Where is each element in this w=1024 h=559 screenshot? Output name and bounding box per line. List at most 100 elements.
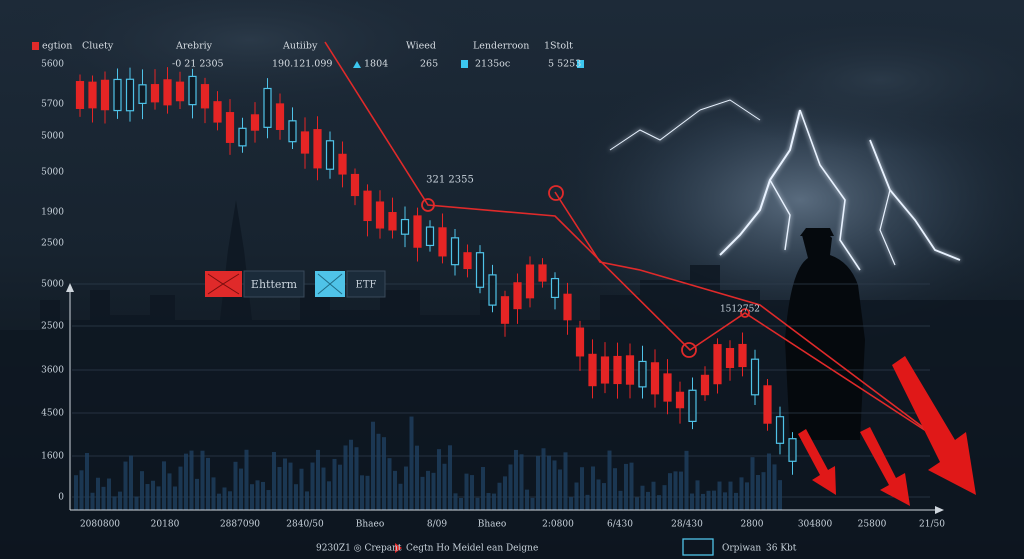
volume-bar: [536, 455, 540, 510]
header-value: 1804: [364, 59, 388, 70]
volume-bar: [690, 493, 694, 510]
volume-bar: [305, 491, 309, 510]
volume-bar: [541, 448, 546, 510]
x-label: Bhaeo: [478, 520, 507, 530]
volume-bar: [261, 481, 265, 510]
volume-bar: [167, 473, 172, 510]
x-label: 2:0800: [542, 520, 574, 530]
volume-bar: [453, 493, 458, 510]
volume-bar: [481, 467, 485, 510]
candle-body: [600, 356, 610, 384]
volume-bar: [299, 468, 304, 510]
volume-bar: [343, 445, 348, 510]
volume-bar: [294, 484, 298, 510]
volume-bar: [503, 476, 507, 510]
volume-bar: [283, 458, 287, 510]
x-label: 21/50: [919, 520, 945, 530]
volume-bar: [222, 487, 227, 510]
tab-icon-lines: [317, 273, 343, 295]
candle-body: [638, 360, 647, 388]
x-axis-arrow: [935, 506, 944, 514]
volume-bar: [382, 437, 386, 510]
volume-bar: [475, 497, 480, 510]
volume-bar: [497, 482, 502, 510]
candle-body: [313, 129, 322, 169]
legend-swatch: [32, 42, 39, 50]
candle-body: [113, 78, 122, 112]
annotation: 321 2355: [426, 175, 474, 186]
candle-body: [438, 227, 447, 257]
x-label: 28/430: [671, 520, 703, 530]
volume-bar: [118, 491, 122, 510]
candle-body: [163, 79, 172, 106]
volume-bar: [728, 481, 733, 510]
candle-body: [763, 385, 772, 424]
volume-bar: [723, 492, 727, 510]
volume-bar: [107, 478, 111, 510]
volume-bar: [327, 481, 331, 510]
candle-body: [563, 293, 572, 321]
candle-body: [100, 79, 110, 111]
footer-button[interactable]: Orpiwan: [722, 544, 761, 554]
volume-bar: [316, 449, 320, 510]
candle-body: [413, 215, 422, 248]
cloud: [680, 10, 1024, 150]
header-label: Arebriy: [175, 41, 213, 52]
candle-body: [400, 218, 410, 235]
volume-bar: [277, 467, 282, 510]
candle-body: [213, 101, 222, 123]
volume-bar: [679, 471, 683, 510]
labels: egtion Cluety Arebriy Autiiby Wieed Lenderroo…: [41, 41, 945, 530]
candle-body: [575, 327, 585, 357]
silhouette: [785, 230, 865, 440]
volume-bar: [514, 449, 518, 510]
header-value: 265: [420, 59, 438, 70]
legend-tabs: [205, 270, 386, 298]
volume-bar: [772, 464, 777, 510]
x-label: 25800: [858, 520, 887, 530]
tab[interactable]: [346, 270, 386, 298]
volume-bar: [156, 486, 161, 510]
volume-bar: [657, 495, 661, 510]
footer-button-frame[interactable]: [682, 538, 714, 556]
volume-bar: [662, 485, 667, 510]
candle-body: [688, 389, 697, 422]
volume-bar: [365, 475, 370, 510]
volume-bar: [585, 494, 590, 510]
volume-bar: [651, 481, 656, 510]
volume-bar: [96, 477, 100, 510]
volume-bar: [508, 464, 513, 510]
volume-bar: [442, 463, 447, 510]
volume-bar: [712, 490, 716, 510]
tab-icon-lines: [207, 273, 240, 295]
candle-body: [338, 153, 347, 175]
candlesticks: [75, 67, 797, 475]
candle-body: [775, 416, 785, 444]
x-label: 6/430: [607, 520, 633, 530]
volume-bar: [492, 493, 496, 510]
volume-bar: [228, 491, 232, 510]
candle-body: [263, 87, 272, 128]
volume-bars: [74, 416, 782, 510]
volume-bar: [387, 458, 392, 510]
candle-body: [450, 237, 460, 266]
volume-bar: [255, 480, 260, 510]
candle-body: [525, 264, 535, 299]
candle-body: [188, 75, 197, 106]
volume-bar: [459, 497, 463, 510]
markers: [421, 185, 750, 358]
volume-bar: [767, 453, 771, 510]
volume-bar: [750, 457, 755, 510]
volume-bar: [140, 471, 144, 510]
candle-body: [675, 391, 685, 409]
x-label: 304800: [798, 520, 833, 530]
candle-body: [625, 355, 635, 385]
tab[interactable]: [243, 270, 305, 298]
candle-body: [538, 264, 547, 282]
footer-text: Cegtn Ho Meidel ean Deigne: [406, 544, 538, 554]
candle-body: [713, 344, 722, 385]
y-label: 5600: [41, 60, 64, 70]
volume-bar: [338, 464, 342, 510]
volume-bar: [184, 453, 188, 510]
